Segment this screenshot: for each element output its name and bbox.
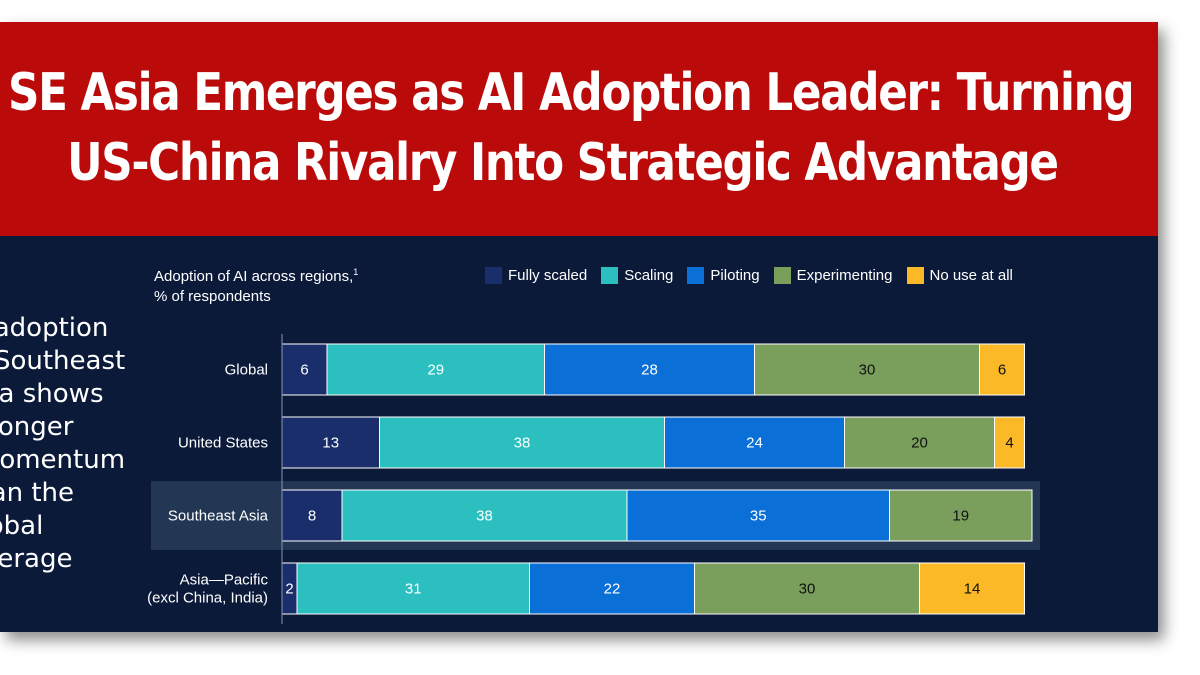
legend-item-scaling: Scaling: [601, 266, 674, 284]
callout-line: than the: [0, 478, 75, 508]
callout-line: stronger: [0, 412, 74, 442]
legend-item-experimenting: Experimenting: [773, 266, 893, 284]
bar-value-label: 38: [514, 435, 531, 452]
bar-value-label: 35: [750, 508, 767, 525]
bar-segment: [754, 343, 980, 396]
bar-segment: [281, 343, 328, 396]
callout-line: in Southeast: [0, 346, 126, 376]
category-label: Southeast Asia: [168, 508, 269, 525]
legend-label: Piloting: [710, 266, 760, 284]
bar-value-label: 29: [427, 362, 444, 379]
bar-value-label: 19: [952, 508, 969, 525]
legend-label: No use at all: [929, 266, 1013, 284]
bar-value-label: 38: [476, 508, 493, 525]
headline-banner: SE Asia Emerges as AI Adoption Leader: T…: [0, 22, 1158, 236]
legend-label: Scaling: [624, 266, 674, 284]
bar-segment: [664, 416, 845, 469]
legend-item-no-use: No use at all: [906, 266, 1013, 284]
bar-segment: [994, 416, 1025, 469]
bar-value-label: 22: [604, 581, 621, 598]
legend-swatch: [773, 266, 791, 284]
chart-title-block: Adoption of AI across regions,1 % of res…: [154, 262, 358, 307]
bar-value-label: 24: [746, 435, 763, 452]
bar-segment: [979, 343, 1025, 396]
callout-line: average: [0, 544, 73, 574]
bar-segment: [889, 489, 1033, 542]
bar-value-label: 20: [911, 435, 928, 452]
legend-label: Fully scaled: [508, 266, 588, 284]
legend-swatch: [485, 266, 502, 284]
legend-swatch: [601, 266, 619, 284]
bar-segment: [544, 343, 755, 396]
chart-title: Adoption of AI across regions,1: [154, 262, 358, 287]
legend-label: Experimenting: [796, 266, 893, 284]
bar-segment: [341, 489, 628, 542]
chart-subtitle: % of respondents: [154, 288, 271, 305]
bar-value-label: 28: [641, 362, 658, 379]
bar-segment: [529, 562, 695, 615]
headline-line-1: SE Asia Emerges as AI Adoption Leader: T…: [8, 63, 1135, 123]
bar-value-label: 31: [405, 581, 422, 598]
chart-title-text: Adoption of AI across regions,: [154, 268, 354, 285]
category-label: Global: [225, 362, 268, 379]
category-label: Asia—Pacific (excl China, India): [147, 572, 268, 607]
category-label: United States: [178, 435, 268, 452]
bar-value-label: 6: [998, 362, 1006, 379]
bar-value-label: 30: [799, 581, 816, 598]
legend-item-fully-scaled: Fully scaled: [485, 266, 588, 284]
headline-line-2: US-China Rivalry Into Strategic Advantag…: [67, 133, 1059, 193]
bar-segment: [919, 562, 1025, 615]
bar-value-label: 2: [285, 581, 293, 598]
callout-line: AI adoption: [0, 313, 109, 343]
bar-segment: [326, 343, 545, 396]
callout-line: Asia shows: [0, 379, 104, 409]
bar-value-label: 30: [859, 362, 876, 379]
callout-text: AI adoption in Southeast Asia shows stro…: [0, 312, 144, 576]
bar-segment: [379, 416, 665, 469]
bar-value-label: 8: [308, 508, 316, 525]
callout-line: global: [0, 511, 44, 541]
legend-item-piloting: Piloting: [687, 266, 760, 284]
legend-swatch: [906, 266, 924, 284]
bar-value-label: 13: [322, 435, 339, 452]
chart-legend: Fully scaled Scaling Piloting Experiment…: [485, 265, 1027, 285]
callout-line: momentum: [0, 445, 126, 475]
bar-value-label: 6: [300, 362, 308, 379]
legend-swatch: [687, 266, 705, 284]
article-card: SE Asia Emerges as AI Adoption Leader: T…: [0, 22, 1158, 632]
bar-value-label: 4: [1005, 435, 1013, 452]
headline: SE Asia Emerges as AI Adoption Leader: T…: [8, 58, 1135, 198]
chart-title-footnote: 1: [353, 267, 359, 277]
bar-segment: [694, 562, 920, 615]
bar-segment: [844, 416, 995, 469]
bar-segment: [281, 416, 380, 469]
bar-value-label: 14: [964, 581, 981, 598]
